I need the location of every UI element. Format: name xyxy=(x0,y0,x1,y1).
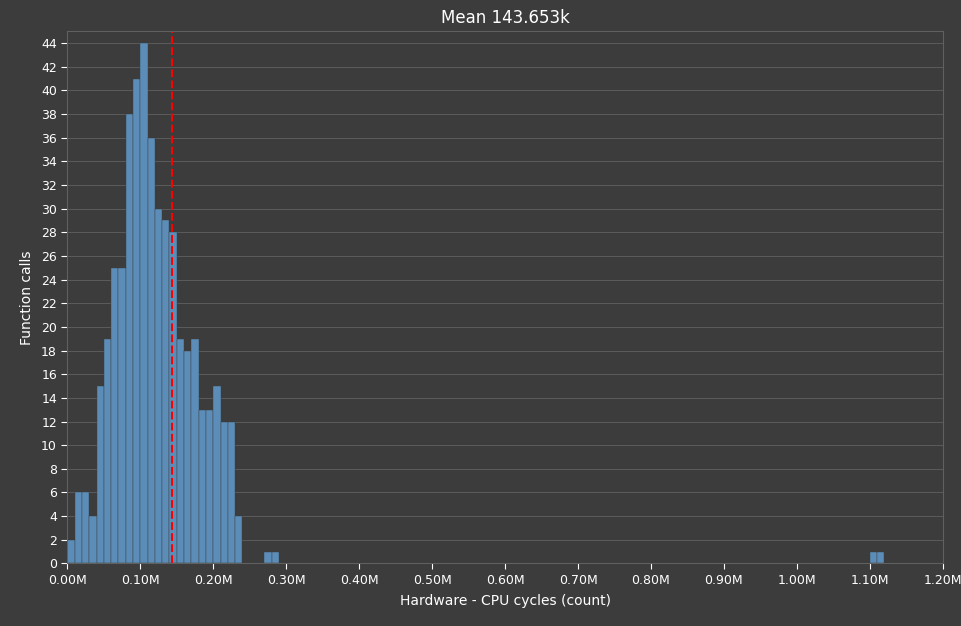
Bar xyxy=(75,493,82,563)
Bar xyxy=(177,339,184,563)
Y-axis label: Function calls: Function calls xyxy=(20,250,34,344)
Bar xyxy=(264,552,271,563)
Bar xyxy=(104,339,111,563)
Bar xyxy=(169,232,177,563)
Bar xyxy=(118,268,126,563)
Bar xyxy=(191,339,198,563)
Bar xyxy=(126,114,133,563)
Bar xyxy=(111,268,118,563)
Bar xyxy=(869,552,876,563)
Bar xyxy=(220,421,228,563)
Bar xyxy=(234,516,242,563)
Title: Mean 143.653k: Mean 143.653k xyxy=(440,9,569,27)
Bar xyxy=(133,79,140,563)
Bar xyxy=(271,552,279,563)
Bar xyxy=(67,540,75,563)
Bar xyxy=(206,409,213,563)
Bar xyxy=(198,409,206,563)
Bar xyxy=(162,220,169,563)
X-axis label: Hardware - CPU cycles (count): Hardware - CPU cycles (count) xyxy=(399,594,610,608)
Bar xyxy=(876,552,883,563)
Bar xyxy=(89,516,96,563)
Bar xyxy=(147,138,155,563)
Bar xyxy=(96,386,104,563)
Bar xyxy=(213,386,220,563)
Bar xyxy=(184,351,191,563)
Bar xyxy=(228,421,234,563)
Bar xyxy=(82,493,89,563)
Bar xyxy=(155,208,162,563)
Bar xyxy=(140,43,147,563)
